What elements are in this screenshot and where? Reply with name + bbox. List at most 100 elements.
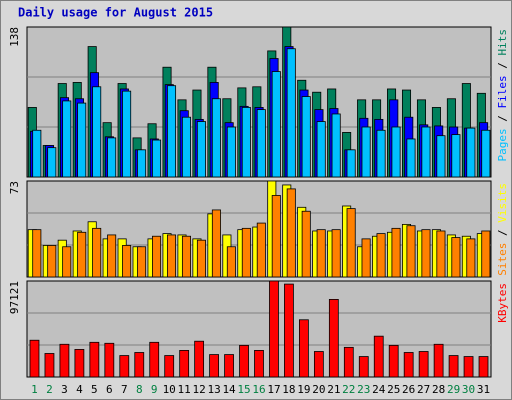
x-tick-label: 30 (462, 383, 475, 396)
legend-entry: KBytes (496, 283, 509, 323)
bar (451, 237, 461, 278)
x-tick-label: 7 (121, 383, 128, 396)
legend: KBytes (496, 283, 509, 323)
legend-entry: Pages (496, 128, 509, 161)
bar (32, 129, 42, 178)
x-tick-label: 11 (178, 383, 191, 396)
bar (152, 235, 162, 278)
bar (59, 343, 70, 378)
x-tick-label: 22 (342, 383, 355, 396)
bar (451, 134, 461, 178)
x-tick-label: 14 (222, 383, 236, 396)
legend: Sites / Visits (496, 183, 509, 276)
bar (269, 280, 279, 378)
x-tick-label: 10 (163, 383, 176, 396)
bar (301, 96, 311, 178)
x-tick-label: 28 (432, 383, 445, 396)
bar (152, 139, 162, 178)
bar (343, 346, 354, 378)
bar (211, 209, 221, 278)
bar (418, 351, 429, 378)
x-tick-label: 19 (297, 383, 310, 396)
bar (77, 231, 87, 278)
bar (32, 229, 42, 278)
bar (391, 227, 401, 278)
bar (29, 339, 40, 378)
bar (107, 234, 117, 278)
bar (77, 102, 87, 178)
bar (209, 354, 219, 378)
bar (92, 227, 102, 278)
legend-separator: / (496, 223, 509, 243)
bar (448, 355, 459, 378)
bar (134, 352, 145, 378)
bar (481, 129, 491, 178)
bar (119, 355, 130, 378)
bar (196, 121, 206, 178)
bar (391, 126, 401, 178)
bar (406, 225, 416, 278)
x-tick-label: 17 (267, 383, 280, 396)
x-tick-label: 23 (357, 383, 370, 396)
legend-separator: / (496, 109, 509, 129)
bar (194, 340, 205, 378)
bar (301, 210, 311, 278)
x-tick-label: 29 (447, 383, 460, 396)
x-tick-label: 6 (106, 383, 113, 396)
bar (137, 246, 147, 278)
x-tick-label: 20 (312, 383, 325, 396)
bar (286, 188, 296, 278)
chart-title: Daily usage for August 2015 (18, 6, 213, 20)
bar (137, 149, 147, 178)
bar (346, 208, 356, 278)
bar (316, 229, 326, 278)
bar (164, 355, 175, 378)
x-tick-label: 3 (61, 383, 68, 396)
bar (331, 113, 341, 178)
x-tick-label: 13 (207, 383, 220, 396)
bar (466, 127, 476, 178)
legend-separator: / (496, 56, 509, 76)
y-tick-label: 73 (8, 181, 21, 194)
x-tick-label: 4 (76, 383, 83, 396)
bar (211, 98, 221, 178)
bar (271, 71, 281, 178)
bar (466, 238, 476, 278)
bar (313, 351, 324, 378)
bar (122, 90, 132, 178)
bar (421, 229, 431, 278)
bar (286, 48, 296, 178)
bar (179, 350, 190, 378)
bar (373, 335, 384, 378)
bar (316, 121, 326, 178)
bar (104, 342, 115, 378)
bar (122, 245, 132, 278)
x-tick-label: 15 (237, 383, 250, 396)
bar (478, 356, 489, 378)
x-tick-label: 21 (327, 383, 340, 396)
bar (361, 126, 371, 178)
bar (403, 352, 414, 378)
bar (224, 354, 234, 378)
bar (226, 126, 236, 178)
bar (256, 222, 266, 278)
x-tick-label: 8 (136, 383, 143, 396)
bar (376, 233, 386, 278)
bar (436, 135, 446, 178)
bar (346, 149, 356, 178)
bar (196, 239, 206, 278)
bar (44, 353, 55, 378)
bar (181, 116, 191, 178)
bar (406, 138, 416, 178)
bar (271, 195, 281, 278)
y-tick-label: 138 (8, 27, 21, 47)
x-tick-label: 27 (417, 383, 430, 396)
bar (376, 129, 386, 178)
legend-entry: Hits (496, 29, 509, 56)
bar (254, 350, 264, 378)
bar (92, 86, 102, 178)
bar (421, 126, 431, 178)
legend-entry: Visits (496, 183, 509, 223)
bar (481, 230, 491, 278)
y-tick-label: 97121 (8, 281, 21, 314)
